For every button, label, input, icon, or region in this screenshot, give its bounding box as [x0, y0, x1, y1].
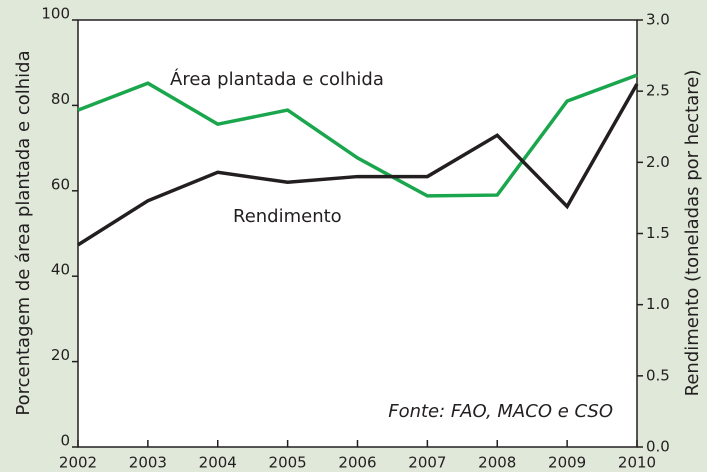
series-line: [77, 73, 638, 198]
y-tick-label: 60: [51, 175, 70, 193]
series-line: [77, 83, 639, 247]
y-tick-label: 100: [41, 5, 70, 23]
x-tick-label: 2009: [548, 454, 586, 472]
y-axis-title: Porcentagem de área plantada e colhida: [13, 50, 34, 415]
x-tick-label: 2006: [338, 454, 376, 472]
y2-tick-label: 2.0: [646, 153, 670, 171]
y2-tick-label: 1.5: [646, 224, 670, 242]
series-label: Área plantada e colhida: [170, 68, 384, 90]
y2-tick-label: 1.0: [646, 295, 670, 313]
y-tick-label: 20: [51, 346, 70, 364]
x-tick-label: 2007: [408, 454, 446, 472]
y2-tick-label: 0.0: [646, 438, 670, 456]
y2-tick-label: 3.0: [646, 11, 670, 29]
y-tick-label: 0: [60, 432, 70, 450]
series-label: Rendimento: [233, 206, 342, 227]
plot-area: [77, 19, 638, 448]
y-tick-label: 80: [51, 90, 70, 108]
x-tick-label: 2002: [59, 454, 97, 472]
y2-tick-label: 0.5: [646, 366, 670, 384]
source-note: Fonte: FAO, MACO e CSO: [388, 401, 613, 422]
y-tick-label: 40: [51, 261, 70, 279]
x-tick-label: 2003: [129, 454, 167, 472]
x-tick-label: 2005: [269, 454, 307, 472]
x-tick-label: 2004: [199, 454, 237, 472]
y2-tick-label: 2.5: [646, 82, 670, 100]
x-tick-label: 2010: [618, 454, 656, 472]
y2-axis-title: Rendimento (toneladas por hectare): [682, 70, 703, 397]
x-tick-label: 2008: [478, 454, 516, 472]
